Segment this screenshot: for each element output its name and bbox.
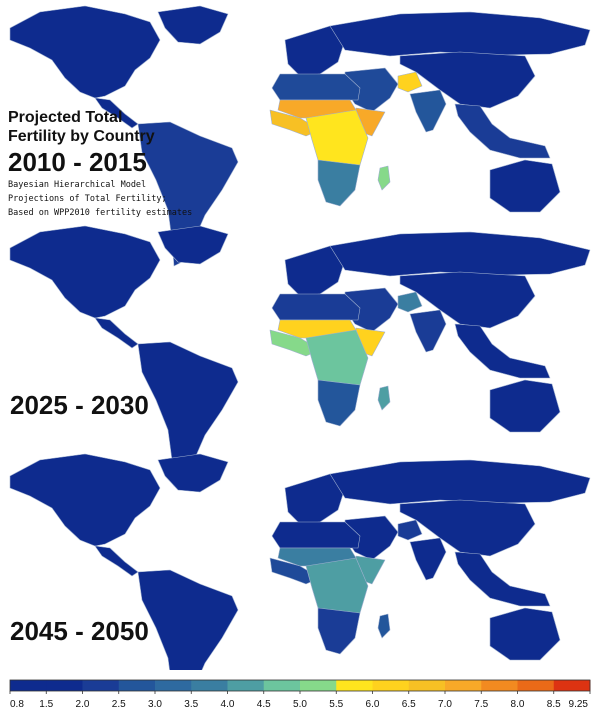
legend-swatch: [517, 680, 555, 691]
legend-tick-label: 9.25: [569, 699, 589, 710]
legend-tick-label: 7.5: [474, 699, 488, 710]
region-southeast-asia: [454, 323, 551, 379]
region-india: [409, 537, 447, 581]
legend-swatch: [481, 680, 518, 691]
legend-swatch: [227, 680, 265, 691]
legend-tick-label: 6.5: [402, 699, 416, 710]
region-madagascar: [377, 613, 391, 639]
region-china: [399, 499, 536, 557]
region-north-africa: [271, 293, 361, 321]
region-greenland: [157, 5, 229, 45]
legend-swatch: [336, 680, 373, 691]
region-southeast-asia: [454, 551, 551, 607]
model-note-line-3: Based on WPP2010 fertility estimates: [8, 208, 193, 218]
legend-tick-label: 2.5: [112, 699, 126, 710]
legend-swatch: [155, 680, 192, 691]
region-greenland: [157, 453, 229, 493]
region-southeast-asia: [454, 103, 551, 159]
model-note-line-2: Projections of Total Fertility;: [8, 194, 167, 204]
region-india: [409, 309, 447, 353]
region-southern-africa: [317, 379, 361, 427]
region-southern-africa: [317, 159, 361, 207]
map-title-line-1: Projected Total: [8, 109, 123, 126]
region-central-africa: [305, 109, 369, 171]
legend-swatch: [118, 680, 156, 691]
region-southern-africa: [317, 607, 361, 655]
region-north-america: [9, 225, 161, 319]
period-label-2045-2050: 2045 - 2050: [10, 616, 149, 646]
model-note-line-1: Bayesian Hierarchical Model: [8, 180, 147, 190]
period-label-2025-2030: 2025 - 2030: [10, 390, 149, 420]
legend-tick-label: 4.5: [257, 699, 271, 710]
region-north-america: [9, 5, 161, 99]
region-central-america: [94, 317, 139, 349]
region-madagascar: [377, 385, 391, 411]
legend-tick-label: 8.5: [547, 699, 561, 710]
legend-swatch: [82, 680, 120, 691]
legend-tick-label: 6.0: [366, 699, 380, 710]
region-central-africa: [305, 557, 369, 619]
region-afghanistan: [397, 519, 423, 541]
color-legend: 0.8 1.5 2.0 2.5 3.0 3.5 4.0 4.5 5.0 5.5 6.0 6.5 7.0 7…: [9, 679, 591, 710]
region-russia: [329, 231, 591, 277]
legend-swatch: [408, 680, 446, 691]
region-west-africa: [269, 329, 321, 357]
legend-tick-label: 8.0: [511, 699, 525, 710]
legend-tick-label: 7.0: [438, 699, 452, 710]
legend-tick-label: 2.0: [76, 699, 90, 710]
region-west-africa: [269, 557, 321, 585]
legend-swatch: [10, 680, 47, 691]
legend-swatch: [263, 680, 301, 691]
region-madagascar: [377, 165, 391, 191]
region-west-africa: [269, 109, 321, 137]
region-russia: [329, 11, 591, 57]
legend-tick-label: 3.5: [184, 699, 198, 710]
region-afghanistan: [397, 71, 423, 93]
region-north-america: [9, 453, 161, 547]
region-russia: [329, 459, 591, 505]
legend-tick-label: 3.0: [148, 699, 162, 710]
legend-tick-label: 4.0: [221, 699, 235, 710]
legend-tick-label: 5.0: [293, 699, 307, 710]
legend-swatch: [46, 680, 83, 691]
region-afghanistan: [397, 291, 423, 313]
legend-swatch: [445, 680, 482, 691]
region-central-america: [94, 545, 139, 577]
legend-swatch: [372, 680, 410, 691]
map-panel-3: [9, 453, 591, 670]
world-maps: [9, 5, 591, 670]
title-block: Projected Total Fertility by Country 201…: [8, 108, 192, 219]
region-south-america: [137, 569, 239, 670]
region-india: [409, 89, 447, 133]
region-north-africa: [271, 521, 361, 549]
map-panel-1: [9, 5, 591, 267]
legend-tick-label: 1.5: [39, 699, 53, 710]
period-label-2010-2015: 2010 - 2015: [8, 147, 147, 177]
region-australia: [489, 379, 561, 433]
region-central-africa: [305, 329, 369, 391]
region-greenland: [157, 225, 229, 265]
legend-swatch: [300, 680, 337, 691]
legend-tick-label: 0.8: [10, 699, 24, 710]
legend-swatch: [191, 680, 228, 691]
region-central-america: [94, 97, 139, 129]
region-china: [399, 271, 536, 329]
region-china: [399, 51, 536, 109]
region-australia: [489, 159, 561, 213]
legend-swatch: [553, 680, 591, 691]
map-panel-2: [9, 225, 591, 487]
legend-tick-label: 5.5: [329, 699, 343, 710]
region-north-africa: [271, 73, 361, 101]
region-australia: [489, 607, 561, 661]
map-title-line-2: Fertility by Country: [8, 128, 155, 145]
